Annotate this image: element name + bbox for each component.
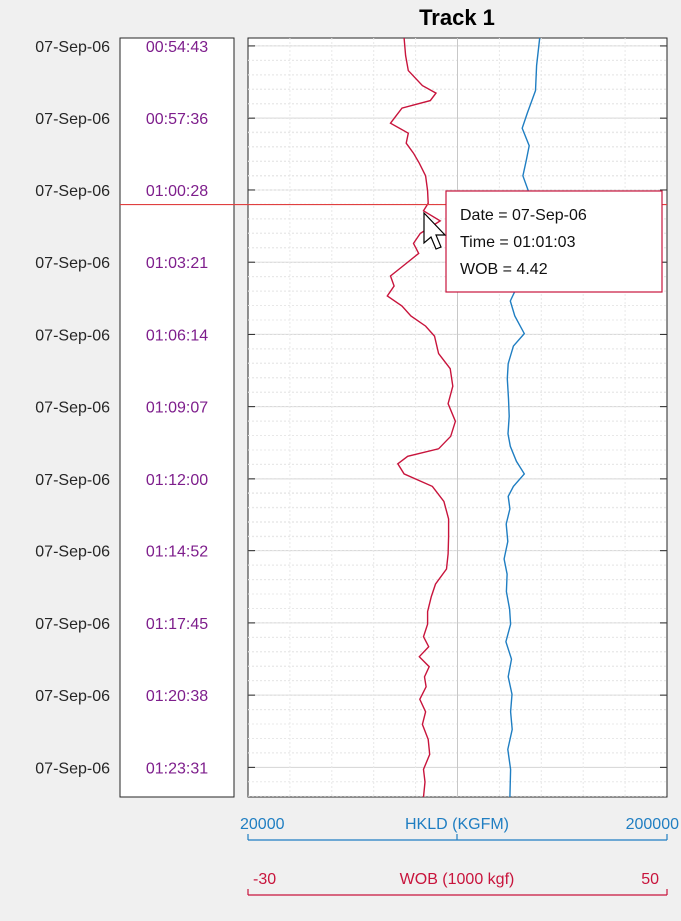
- series-line-wob: [386, 37, 457, 798]
- date-tick-label: 07-Sep-06: [35, 760, 110, 777]
- date-tick-label: 07-Sep-06: [35, 327, 110, 344]
- date-tick-label: 07-Sep-06: [35, 472, 110, 489]
- time-tick-label: 01:20:38: [146, 688, 208, 705]
- data-tip-box: [445, 190, 663, 293]
- date-tick-label: 07-Sep-06: [35, 688, 110, 705]
- wob-axis-max-label: 50: [641, 871, 659, 888]
- date-tick-label: 07-Sep-06: [35, 255, 110, 272]
- hkld-axis-max-label: 200000: [626, 816, 679, 833]
- time-tick-label: 01:03:21: [146, 255, 208, 272]
- date-tick-label: 07-Sep-06: [35, 111, 110, 128]
- series-lines: [386, 37, 541, 798]
- hkld-axis-min-label: 20000: [240, 816, 285, 833]
- hkld-axis: 20000 HKLD (KGFM) 200000: [240, 816, 679, 841]
- data-tip-time: Time = 01:01:03: [460, 234, 576, 251]
- date-tick-label: 07-Sep-06: [35, 544, 110, 561]
- time-tick-label: 01:00:28: [146, 183, 208, 200]
- series-line-hkld: [503, 37, 541, 798]
- time-tick-label: 01:17:45: [146, 616, 208, 633]
- data-tip[interactable]: Date = 07-Sep-06 Time = 01:01:03 WOB = 4…: [445, 190, 663, 293]
- date-tick-label: 07-Sep-06: [35, 616, 110, 633]
- time-tick-label: 00:54:43: [146, 39, 208, 56]
- date-tick-label: 07-Sep-06: [35, 183, 110, 200]
- date-tick-label: 07-Sep-06: [35, 400, 110, 417]
- data-tip-date: Date = 07-Sep-06: [460, 207, 587, 224]
- time-tick-label: 01:14:52: [146, 544, 208, 561]
- chart-title: Track 1: [419, 5, 495, 30]
- time-tick-label: 00:57:36: [146, 111, 208, 128]
- axis-ticks: [248, 45, 667, 768]
- wob-axis-min-label: -30: [253, 871, 276, 888]
- time-tick-label: 01:12:00: [146, 472, 208, 489]
- wob-axis: -30 WOB (1000 kgf) 50: [247, 871, 668, 896]
- date-tick-labels: 07-Sep-06 07-Sep-06 07-Sep-06 07-Sep-06 07-S…: [35, 39, 110, 777]
- time-tick-label: 01:23:31: [146, 760, 208, 777]
- date-tick-label: 07-Sep-06: [35, 39, 110, 56]
- wob-axis-label: WOB (1000 kgf): [400, 871, 515, 888]
- time-tick-label: 01:09:07: [146, 400, 208, 417]
- time-tick-label: 01:06:14: [146, 327, 208, 344]
- hkld-axis-label: HKLD (KGFM): [405, 816, 509, 833]
- data-tip-wob: WOB = 4.42: [460, 261, 548, 278]
- time-label-panel: [119, 37, 235, 798]
- time-tick-labels: 00:54:43 00:57:36 01:00:28 01:03:21 01:06:14…: [146, 39, 208, 777]
- mouse-pointer-icon: [423, 211, 447, 250]
